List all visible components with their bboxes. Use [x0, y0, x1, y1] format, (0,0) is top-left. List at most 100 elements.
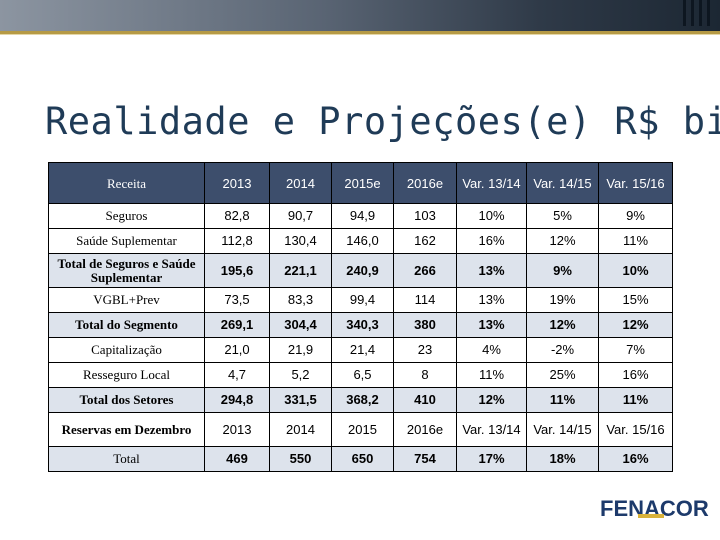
table-cell: 368,2 — [331, 387, 394, 413]
table-cell: 12% — [526, 312, 599, 338]
row-label: Total do Segmento — [48, 312, 205, 338]
table-cell: 269,1 — [204, 312, 270, 338]
table-cell: 23 — [393, 337, 457, 363]
table-cell: 221,1 — [269, 253, 332, 288]
reserve-header-row: Reservas em Dezembro 2013 2014 2015 2016… — [48, 412, 673, 447]
table-cell: 9% — [598, 203, 673, 229]
header-cell: 2015e — [331, 162, 394, 204]
header-cell: Receita — [48, 162, 205, 204]
table-row: VGBL+Prev 73,5 83,3 99,4 114 13% 19% 15% — [48, 287, 673, 313]
table-cell: 5% — [526, 203, 599, 229]
row-label: Total — [48, 446, 205, 472]
table-cell: 16% — [456, 228, 527, 254]
table-cell: 650 — [331, 446, 394, 472]
table-cell: 550 — [269, 446, 332, 472]
gold-rule-light — [0, 34, 720, 35]
table-cell: 10% — [456, 203, 527, 229]
table-cell: 11% — [598, 228, 673, 254]
table-cell: 4% — [456, 337, 527, 363]
table-cell: 15% — [598, 287, 673, 313]
table-cell: 2014 — [269, 412, 332, 447]
table-cell: 9% — [526, 253, 599, 288]
table-cell: 162 — [393, 228, 457, 254]
table-cell: 5,2 — [269, 362, 332, 388]
row-label: Total dos Setores — [48, 387, 205, 413]
table-cell: 16% — [598, 446, 673, 472]
revenue-table: Receita 2013 2014 2015e 2016e Var. 13/14… — [48, 162, 673, 472]
table-cell: 304,4 — [269, 312, 332, 338]
table-cell: 114 — [393, 287, 457, 313]
table-cell: 380 — [393, 312, 457, 338]
table-cell: 240,9 — [331, 253, 394, 288]
total-row: Total 469 550 650 754 17% 18% 16% — [48, 446, 673, 472]
table-cell: 12% — [456, 387, 527, 413]
table-row: Total de Seguros e Saúde Suplementar 195… — [48, 253, 673, 288]
table-cell: 16% — [598, 362, 673, 388]
table-cell: 17% — [456, 446, 527, 472]
table-cell: 90,7 — [269, 203, 332, 229]
table-cell: 19% — [526, 287, 599, 313]
table-row: Total dos Setores 294,8 331,5 368,2 410 … — [48, 387, 673, 413]
table-header-row: Receita 2013 2014 2015e 2016e Var. 13/14… — [48, 162, 673, 204]
table-cell: 13% — [456, 312, 527, 338]
row-label: Reservas em Dezembro — [48, 412, 205, 447]
table-cell: -2% — [526, 337, 599, 363]
table-cell: 21,0 — [204, 337, 270, 363]
header-cell: 2016e — [393, 162, 457, 204]
table-cell: 331,5 — [269, 387, 332, 413]
row-label: Saúde Suplementar — [48, 228, 205, 254]
table-cell: 94,9 — [331, 203, 394, 229]
table-cell: 112,8 — [204, 228, 270, 254]
header-cell: Var. 13/14 — [456, 162, 527, 204]
table-cell: 340,3 — [331, 312, 394, 338]
header-cell: 2013 — [204, 162, 270, 204]
row-label: VGBL+Prev — [48, 287, 205, 313]
table-cell: 410 — [393, 387, 457, 413]
table-cell: 21,9 — [269, 337, 332, 363]
banner-stripes — [683, 0, 710, 26]
table-cell: 82,8 — [204, 203, 270, 229]
table-row: Total do Segmento 269,1 304,4 340,3 380 … — [48, 312, 673, 338]
table-cell: 11% — [526, 387, 599, 413]
table-cell: 266 — [393, 253, 457, 288]
row-label: Resseguro Local — [48, 362, 205, 388]
table-cell: 4,7 — [204, 362, 270, 388]
table-cell: 8 — [393, 362, 457, 388]
table-row: Resseguro Local 4,7 5,2 6,5 8 11% 25% 16… — [48, 362, 673, 388]
table-cell: 2013 — [204, 412, 270, 447]
table-cell: 11% — [456, 362, 527, 388]
top-banner — [0, 0, 720, 31]
table-cell: 6,5 — [331, 362, 394, 388]
table-cell: 2015 — [331, 412, 394, 447]
table-cell: 754 — [393, 446, 457, 472]
row-label: Total de Seguros e Saúde Suplementar — [48, 253, 205, 288]
table-cell: 10% — [598, 253, 673, 288]
table-cell: 12% — [598, 312, 673, 338]
header-cell: Var. 14/15 — [526, 162, 599, 204]
table-cell: 18% — [526, 446, 599, 472]
table-cell: 13% — [456, 253, 527, 288]
table-cell: 99,4 — [331, 287, 394, 313]
header-cell: 2014 — [269, 162, 332, 204]
gold-rule — [0, 31, 720, 34]
table-cell: Var. 15/16 — [598, 412, 673, 447]
table-cell: 21,4 — [331, 337, 394, 363]
table-row: Seguros 82,8 90,7 94,9 103 10% 5% 9% — [48, 203, 673, 229]
table-cell: 195,6 — [204, 253, 270, 288]
table-cell: 146,0 — [331, 228, 394, 254]
table-cell: 2016e — [393, 412, 457, 447]
fenacor-logo: FENACOR — [600, 496, 709, 521]
table-row: Saúde Suplementar 112,8 130,4 146,0 162 … — [48, 228, 673, 254]
table-cell: 103 — [393, 203, 457, 229]
row-label: Seguros — [48, 203, 205, 229]
table-cell: 7% — [598, 337, 673, 363]
slide-title: Realidade e Projeções(e) R$ bi — [45, 100, 720, 143]
table-cell: 12% — [526, 228, 599, 254]
table-cell: Var. 13/14 — [456, 412, 527, 447]
table-cell: 294,8 — [204, 387, 270, 413]
logo-accent — [638, 514, 664, 518]
table-cell: 83,3 — [269, 287, 332, 313]
table-cell: 13% — [456, 287, 527, 313]
table-cell: 130,4 — [269, 228, 332, 254]
table-cell: 73,5 — [204, 287, 270, 313]
